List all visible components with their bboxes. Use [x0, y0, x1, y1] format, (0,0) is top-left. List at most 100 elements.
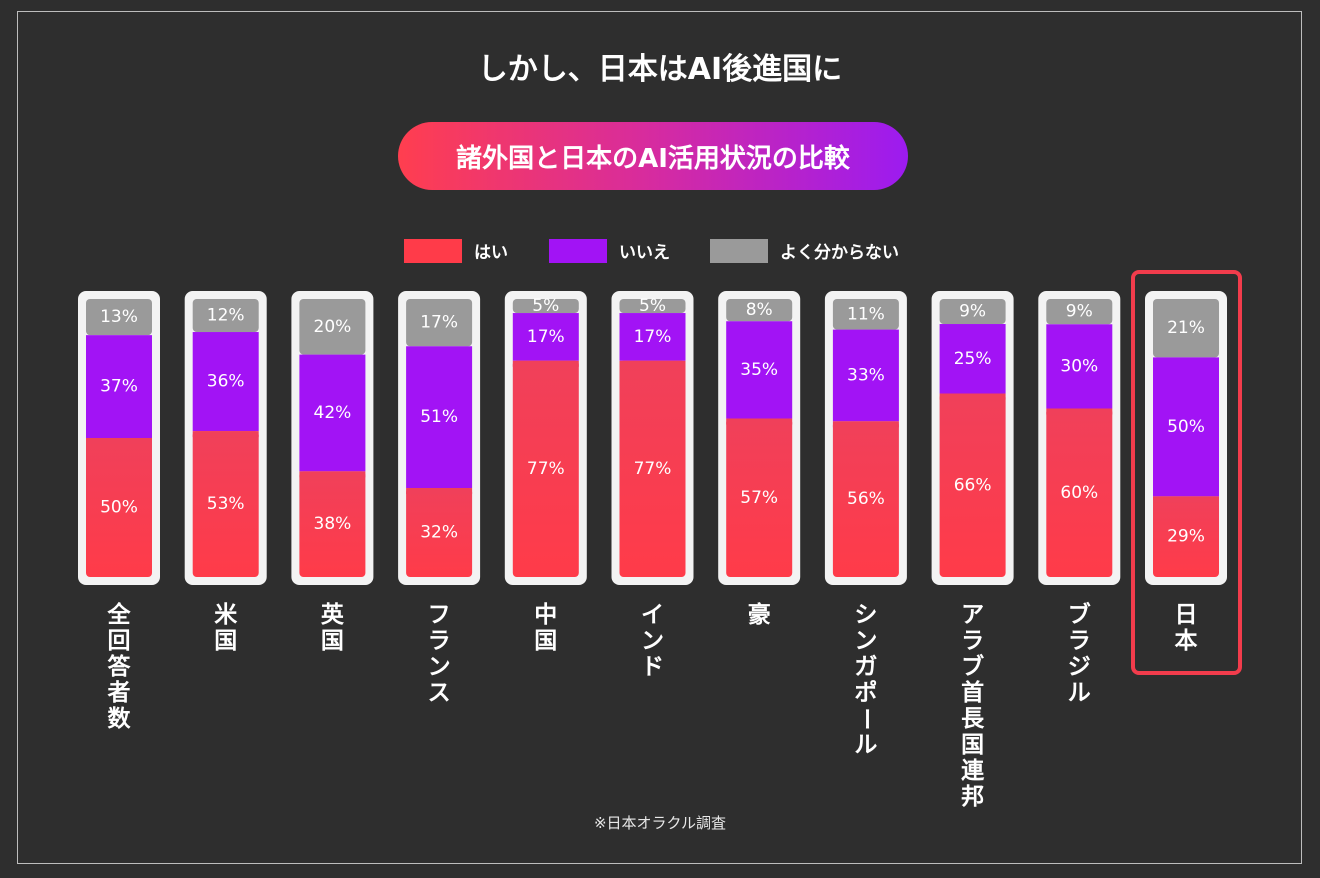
- legend: はい いいえ よく分からない: [0, 238, 1320, 266]
- bar-0-unknown-label: 13%: [100, 307, 138, 327]
- bar-3-yes-joint: [406, 488, 473, 495]
- bar-2-unknown: [299, 299, 366, 355]
- bar-7-category-char: シ: [854, 602, 877, 628]
- bar-5-yes-joint: [619, 360, 686, 367]
- bar-8-category-char: ブ: [961, 653, 984, 680]
- bar-0-category-char: 全: [107, 601, 132, 628]
- chart-subtitle: 諸外国と日本のAI活用状況の比較: [456, 143, 850, 174]
- bar-2-category-char: 英: [321, 601, 345, 628]
- bar-7-yes-joint: [832, 421, 899, 428]
- bar-3-category-char: ラ: [428, 628, 451, 654]
- bar-0-category-char: 答: [108, 653, 132, 680]
- bar-3-yes: [406, 488, 473, 577]
- bar-8-category-char: ア: [961, 602, 984, 628]
- bar-9-category-char: ル: [1068, 680, 1091, 706]
- bar-5-unknown-label: 5%: [639, 296, 666, 316]
- bar-9-category-char: ラ: [1068, 628, 1091, 654]
- bar-2-yes-label: 38%: [314, 514, 352, 534]
- legend-item-unknown: よく分からない: [710, 238, 899, 263]
- bar-3-category-char: フ: [428, 602, 451, 628]
- bar-2-category-char: 国: [321, 628, 344, 654]
- bar-0-yes: [86, 438, 152, 577]
- legend-item-no: いいえ: [549, 238, 670, 263]
- bar-0-no-label: 37%: [100, 377, 138, 397]
- legend-label-yes: はい: [474, 243, 508, 263]
- bar-8-category-char: 長: [961, 706, 985, 732]
- bar-2-no-label: 42%: [314, 403, 352, 423]
- bar-9-no: [1046, 324, 1113, 409]
- bar-5-unknown: [619, 299, 686, 314]
- bar-2-no: [299, 354, 366, 472]
- bar-9-yes-joint: [1046, 408, 1113, 415]
- bar-5-no-label: 17%: [634, 327, 672, 347]
- bar-7-unknown-label: 11%: [847, 304, 885, 324]
- bar-7-category-char: ン: [854, 628, 877, 654]
- legend-swatch-yes: [404, 238, 462, 263]
- bar-1-no: [192, 332, 259, 432]
- bar-10-unknown-label: 21%: [1167, 318, 1205, 338]
- bar-8-yes-joint: [939, 393, 1006, 400]
- bar-9-unknown: [1046, 299, 1113, 325]
- bar-6-yes: [726, 418, 793, 577]
- bar-8-category-char: ラ: [961, 628, 984, 654]
- bar-9-yes-label: 60%: [1060, 483, 1098, 503]
- page-title: しかし、日本はAI後進国に: [477, 52, 843, 87]
- bar-10-yes-joint: [1153, 496, 1219, 503]
- bar-8-category-char: 首: [961, 679, 984, 706]
- bar-7-unknown: [832, 299, 899, 330]
- bar-7-no-label: 33%: [847, 365, 885, 385]
- bar-10-no-label: 50%: [1167, 417, 1205, 437]
- bar-3-unknown: [406, 299, 473, 347]
- bar-4-yes: [512, 360, 579, 577]
- bar-10-no: [1153, 357, 1219, 497]
- bar-10-category-char: 本: [1175, 628, 1198, 654]
- bar-6-category-char: 豪: [748, 601, 771, 628]
- bar-1-category-char: 国: [214, 628, 237, 654]
- bar-8-no-label: 25%: [954, 349, 992, 369]
- bar-4-category-char: 国: [534, 628, 557, 654]
- bar-8-category-char: 邦: [961, 784, 984, 810]
- bar-3-yes-label: 32%: [420, 523, 458, 543]
- bar-0-category-char: 回: [108, 628, 131, 654]
- bar-6-no-label: 35%: [740, 360, 778, 380]
- bar-0-category-char: 数: [108, 706, 132, 732]
- bar-10-yes-label: 29%: [1167, 527, 1205, 547]
- bar-4-unknown-label: 5%: [532, 296, 559, 316]
- bar-0-category-char: 者: [107, 680, 131, 706]
- bar-5-yes: [619, 360, 686, 577]
- bar-8-yes: [939, 393, 1006, 577]
- footnote: ※日本オラクル調査: [593, 814, 727, 832]
- bar-7-category-char: ポ: [854, 679, 877, 706]
- bar-9-category-char: ブ: [1068, 601, 1091, 628]
- bar-2-yes: [299, 471, 366, 577]
- legend-swatch-no: [549, 238, 607, 263]
- bar-1-yes-joint: [192, 431, 259, 438]
- bar-4-category-char: 中: [534, 602, 557, 628]
- bar-4-no-label: 17%: [527, 327, 565, 347]
- bar-9-no-label: 30%: [1060, 356, 1098, 376]
- bar-8-yes-label: 66%: [954, 475, 992, 495]
- bar-0-yes-joint: [86, 438, 152, 444]
- bar-6-unknown-label: 8%: [746, 300, 773, 320]
- legend-label-unknown: よく分からない: [780, 243, 899, 263]
- bar-5-category-char: ド: [641, 654, 664, 680]
- bar-9-yes: [1046, 408, 1113, 577]
- bar-4-yes-joint: [512, 360, 579, 367]
- bar-8-unknown: [939, 299, 1006, 325]
- bar-6-yes-label: 57%: [740, 488, 778, 508]
- legend-label-no: いいえ: [619, 243, 670, 263]
- bar-7-yes: [832, 421, 899, 577]
- bar-5-yes-label: 77%: [634, 459, 672, 479]
- bar-9-unknown-label: 9%: [1066, 302, 1093, 322]
- bar-4-unknown: [512, 299, 579, 314]
- bar-8-category-char: 連: [961, 758, 985, 784]
- bar-8-category-char: 国: [961, 732, 984, 758]
- bar-7-yes-label: 56%: [847, 489, 885, 509]
- bar-8-no: [939, 324, 1006, 394]
- legend-swatch-unknown: [710, 238, 768, 263]
- bar-2-yes-joint: [299, 471, 366, 478]
- bar-7-category-char: ガ: [854, 654, 877, 680]
- bar-7-category-char: ー: [853, 708, 879, 731]
- bar-5-no: [619, 313, 686, 361]
- bar-10-unknown: [1153, 299, 1219, 358]
